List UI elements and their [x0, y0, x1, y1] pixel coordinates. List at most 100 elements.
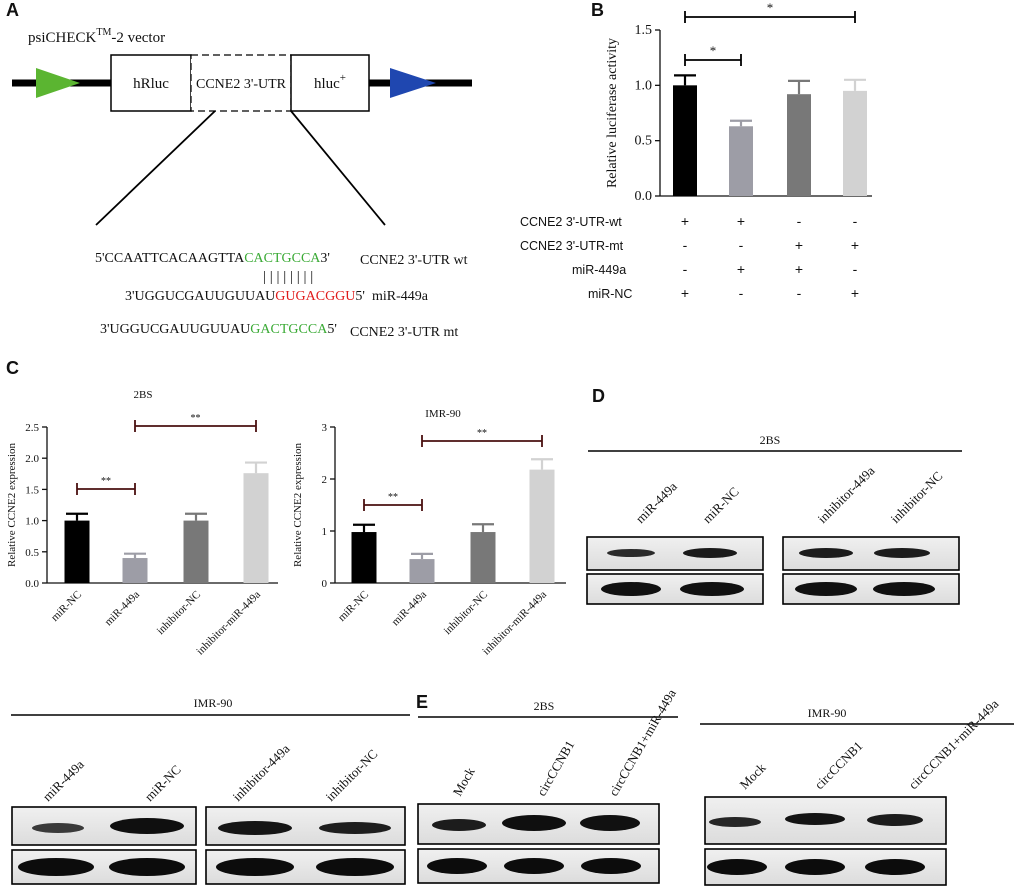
- blot-band: [873, 582, 935, 596]
- base-pairing: | | | | | | | |: [263, 269, 313, 285]
- row-label-mt: CCNE2 3'-UTR-mt: [520, 239, 624, 253]
- x-tick-label: miR-NC: [49, 589, 84, 624]
- y-tick-label: 1.5: [25, 484, 39, 496]
- y-tick-label: 1.0: [25, 516, 39, 528]
- significance-label: **: [477, 428, 487, 439]
- panel-b-label: B: [591, 0, 604, 20]
- chart-title: 2BS: [134, 389, 153, 401]
- bar: [243, 473, 269, 583]
- panel-a-label: A: [6, 0, 19, 20]
- bar: [729, 126, 753, 196]
- lane-label: miR-NC: [142, 762, 184, 804]
- condition-sign: +: [795, 261, 803, 277]
- chart-c-imr90: 0 1 2 3 Relative CCNE2 expression IMR-90 miR-N…: [292, 408, 566, 657]
- zoom-line-left: [95, 110, 216, 226]
- x-tick-label: miR-449a: [103, 589, 143, 629]
- significance-label: **: [101, 476, 111, 487]
- blot-band: [18, 858, 94, 876]
- blot-band: [785, 813, 845, 825]
- zoom-line-right: [290, 110, 386, 226]
- wt-label: CCNE2 3'-UTR wt: [360, 253, 468, 268]
- y-tick-label: 0.0: [25, 578, 39, 590]
- blot-band: [709, 817, 761, 827]
- x-tick-label: inhibitor-miR-449a: [480, 589, 549, 658]
- condition-sign: +: [681, 213, 689, 229]
- blot-band: [316, 858, 394, 876]
- lane-label: circCCNB1: [534, 738, 578, 799]
- lane-label: miR-NC: [700, 484, 742, 526]
- y-axis-label: Relative CCNE2 expression: [6, 442, 18, 567]
- chart-c-2bs: 0.0 0.5 1.0 1.5 2.0 2.5 Relative CCNE2 express…: [6, 389, 278, 657]
- blot-band: [504, 858, 564, 874]
- blot-d-imr90-title: IMR-90: [194, 696, 233, 710]
- blot-band: [799, 548, 853, 558]
- row-label-wt: CCNE2 3'-UTR-wt: [520, 215, 622, 229]
- condition-sign: +: [681, 285, 689, 301]
- significance-label: **: [191, 413, 201, 424]
- bar: [673, 85, 697, 196]
- blot-band: [32, 823, 84, 833]
- row-label-mirnc: miR-NC: [588, 287, 632, 301]
- blot-band: [218, 821, 292, 835]
- mt-sequence: 3'UGGUCGAUUGUUAUGACTGCCA5': [100, 322, 337, 337]
- blot-band: [865, 859, 925, 875]
- significance-label: **: [388, 492, 398, 503]
- blot-band: [795, 582, 857, 596]
- blot-d-2bs: 2BS miR-449a miR-NC inhibitor-449a inhib…: [586, 433, 962, 605]
- blot-band: [785, 859, 845, 875]
- condition-sign: -: [797, 285, 802, 301]
- condition-sign: +: [851, 237, 859, 253]
- lane-label: circCCNB1+miR-449a: [906, 696, 1002, 792]
- condition-table: CCNE2 3'-UTR-wt CCNE2 3'-UTR-mt miR-449a…: [520, 213, 859, 301]
- lane-label: inhibitor-NC: [323, 746, 381, 804]
- blot-band: [319, 822, 391, 834]
- bar: [122, 558, 148, 583]
- lane-label: inhibitor-449a: [815, 463, 878, 526]
- row-label-mir449a: miR-449a: [572, 263, 626, 277]
- panel-d-label: D: [592, 386, 605, 406]
- hrluc-label: hRluc: [133, 76, 169, 92]
- lane-label: circCCNB1: [812, 738, 866, 792]
- y-axis-label: Relative CCNE2 expression: [292, 442, 304, 567]
- blot-d-imr90: IMR-90 miR-449a miR-NC inhibitor-449a in…: [11, 696, 410, 885]
- bar: [183, 520, 209, 583]
- condition-sign: -: [739, 285, 744, 301]
- lane-label: miR-449a: [633, 479, 681, 527]
- bar: [470, 532, 496, 583]
- blot-band: [109, 858, 185, 876]
- blot-e-imr90-title: IMR-90: [808, 706, 847, 720]
- condition-sign: -: [739, 237, 744, 253]
- lane-label: Mock: [737, 760, 769, 792]
- mt-label: CCNE2 3'-UTR mt: [350, 325, 458, 340]
- panel-b: B 0.0 0.5 1.0 1.5 Relative luciferase activi…: [520, 0, 872, 301]
- bar: [351, 532, 377, 583]
- wt-sequence: 5'CCAATTCACAAGTTACACTGCCA3': [95, 251, 330, 266]
- y-tick-label: 2.5: [25, 422, 39, 434]
- lane-label: circCCNB1+miR-449a: [606, 686, 679, 798]
- blot-e-imr90: IMR-90 Mock circCCNB1 circCCNB1+miR-449a: [700, 696, 1014, 886]
- y-tick-label: 3: [322, 422, 328, 434]
- condition-sign: -: [853, 213, 858, 229]
- promoter-arrow-blue: [390, 68, 436, 98]
- y-tick-label: 0.0: [635, 189, 653, 204]
- blot-band: [601, 582, 661, 596]
- chart-b: 0.0 0.5 1.0 1.5 Relative luciferase activity…: [605, 0, 872, 204]
- blot-band: [427, 858, 487, 874]
- panel-c-label: C: [6, 358, 19, 378]
- x-tick-label: inhibitor-NC: [442, 589, 491, 638]
- condition-sign: -: [797, 213, 802, 229]
- y-tick-label: 1.5: [635, 23, 653, 38]
- y-tick-label: 1.0: [635, 78, 653, 93]
- condition-sign: +: [737, 261, 745, 277]
- blot-band: [680, 582, 744, 596]
- blot-band: [867, 814, 923, 826]
- blot-band: [607, 549, 655, 557]
- condition-sign: +: [851, 285, 859, 301]
- lane-label: Mock: [450, 764, 478, 798]
- y-tick-label: 0: [322, 578, 328, 590]
- blot-band: [581, 858, 641, 874]
- significance-label: *: [767, 0, 774, 15]
- y-tick-label: 2.0: [25, 453, 39, 465]
